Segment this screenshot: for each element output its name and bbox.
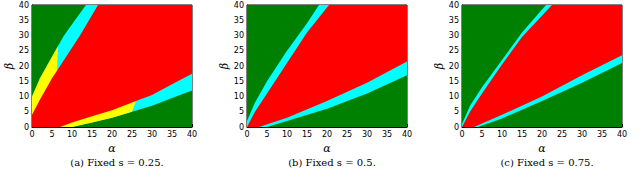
svg-text:40: 40: [234, 1, 244, 10]
svg-text:20: 20: [107, 130, 117, 139]
svg-text:25: 25: [19, 46, 29, 55]
svg-text:15: 15: [234, 77, 244, 86]
svg-text:5: 5: [264, 130, 269, 139]
svg-text:5: 5: [239, 107, 244, 116]
svg-text:0: 0: [454, 123, 459, 132]
svg-text:20: 20: [19, 62, 29, 71]
svg-text:15: 15: [87, 130, 97, 139]
svg-text:10: 10: [19, 92, 29, 101]
svg-text:α: α: [538, 142, 546, 155]
svg-text:25: 25: [234, 46, 244, 55]
svg-text:25: 25: [342, 130, 352, 139]
svg-text:25: 25: [127, 130, 137, 139]
svg-text:5: 5: [479, 130, 484, 139]
svg-text:20: 20: [234, 62, 244, 71]
svg-text:β: β: [433, 63, 446, 70]
svg-text:α: α: [108, 142, 116, 155]
svg-text:0: 0: [29, 130, 34, 139]
svg-text:β: β: [3, 63, 16, 70]
svg-text:35: 35: [597, 130, 607, 139]
svg-text:(a) Fixed s = 0.25.: (a) Fixed s = 0.25.: [70, 157, 164, 168]
svg-text:35: 35: [167, 130, 177, 139]
svg-text:30: 30: [362, 130, 372, 139]
svg-text:0: 0: [239, 123, 244, 132]
svg-text:15: 15: [517, 130, 527, 139]
svg-text:40: 40: [187, 130, 197, 139]
svg-text:20: 20: [322, 130, 332, 139]
svg-text:β: β: [218, 63, 231, 70]
svg-text:10: 10: [67, 130, 77, 139]
svg-text:(c) Fixed s = 0.75.: (c) Fixed s = 0.75.: [500, 157, 593, 168]
svg-text:10: 10: [282, 130, 292, 139]
svg-text:35: 35: [382, 130, 392, 139]
svg-text:25: 25: [449, 46, 459, 55]
svg-text:40: 40: [617, 130, 627, 139]
svg-text:15: 15: [302, 130, 312, 139]
svg-text:10: 10: [449, 92, 459, 101]
svg-text:35: 35: [449, 16, 459, 25]
svg-text:15: 15: [449, 77, 459, 86]
svg-text:α: α: [323, 142, 331, 155]
svg-text:15: 15: [19, 77, 29, 86]
svg-text:5: 5: [49, 130, 54, 139]
svg-text:20: 20: [449, 62, 459, 71]
svg-text:30: 30: [19, 31, 29, 40]
svg-text:10: 10: [497, 130, 507, 139]
svg-text:30: 30: [147, 130, 157, 139]
svg-text:0: 0: [24, 123, 29, 132]
svg-text:5: 5: [454, 107, 459, 116]
svg-text:(b) Fixed s = 0.5.: (b) Fixed s = 0.5.: [288, 157, 376, 168]
svg-text:35: 35: [19, 16, 29, 25]
svg-text:0: 0: [244, 130, 249, 139]
svg-text:40: 40: [402, 130, 412, 139]
svg-text:20: 20: [537, 130, 547, 139]
svg-text:40: 40: [449, 1, 459, 10]
svg-text:30: 30: [234, 31, 244, 40]
svg-text:30: 30: [449, 31, 459, 40]
svg-text:0: 0: [459, 130, 464, 139]
svg-text:40: 40: [19, 1, 29, 10]
svg-text:35: 35: [234, 16, 244, 25]
svg-text:5: 5: [24, 107, 29, 116]
svg-text:30: 30: [577, 130, 587, 139]
svg-text:10: 10: [234, 92, 244, 101]
svg-text:25: 25: [557, 130, 567, 139]
